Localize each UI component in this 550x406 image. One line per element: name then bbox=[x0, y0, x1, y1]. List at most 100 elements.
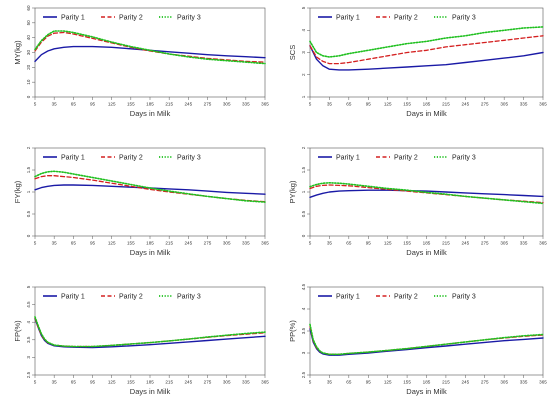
x-tick-label: 155 bbox=[127, 380, 135, 385]
x-tick-label: 5 bbox=[34, 241, 37, 246]
x-tick-label: 65 bbox=[346, 380, 352, 385]
y-tick-label: 40 bbox=[26, 35, 31, 41]
chart-panel: 2.5 3 3.5 4 4.5 5 5 35 65 95 125 155 185 215 245 275 305… bbox=[13, 285, 269, 396]
x-tick-label: 215 bbox=[165, 380, 173, 385]
y-tick-label: 2 bbox=[26, 146, 31, 149]
legend-label: Parity 1 bbox=[61, 294, 85, 301]
x-tick-label: 245 bbox=[461, 241, 469, 246]
x-tick-label: 185 bbox=[423, 380, 431, 385]
legend-label: Parity 3 bbox=[177, 15, 201, 22]
series-line-parity-1 bbox=[34, 184, 266, 195]
x-tick-label: 65 bbox=[346, 241, 352, 246]
y-tick-label: 1.5 bbox=[26, 166, 31, 173]
x-tick-label: 95 bbox=[90, 102, 96, 107]
series-line-parity-3 bbox=[309, 323, 544, 356]
x-tick-label: 215 bbox=[442, 241, 450, 246]
y-tick-label: 2.5 bbox=[301, 371, 306, 378]
x-tick-label: 305 bbox=[500, 380, 508, 385]
x-tick-label: 125 bbox=[384, 380, 392, 385]
y-tick-label: 20 bbox=[26, 64, 31, 70]
x-tick-label: 245 bbox=[461, 380, 469, 385]
series-line-parity-3 bbox=[34, 30, 266, 65]
y-axis-title: MY(kg) bbox=[13, 40, 22, 65]
x-tick-label: 335 bbox=[520, 241, 528, 246]
y-tick-label: 1 bbox=[26, 190, 31, 193]
legend: Parity 1 Parity 2 Parity 3 bbox=[318, 15, 476, 22]
series-line-parity-1 bbox=[309, 328, 544, 356]
x-tick-label: 365 bbox=[261, 102, 269, 107]
x-tick-label: 215 bbox=[442, 380, 450, 385]
x-tick-label: 35 bbox=[52, 102, 58, 107]
x-tick-label: 275 bbox=[204, 380, 212, 385]
series-line-parity-3 bbox=[34, 170, 266, 203]
y-tick-label: 30 bbox=[26, 50, 31, 56]
x-tick-label: 65 bbox=[71, 102, 77, 107]
y-tick-label: 60 bbox=[26, 5, 31, 11]
x-tick-label: 185 bbox=[146, 380, 154, 385]
y-tick-label: 3.5 bbox=[26, 336, 31, 343]
y-tick-label: 5 bbox=[26, 285, 31, 288]
x-tick-label: 65 bbox=[71, 380, 77, 385]
x-tick-label: 185 bbox=[423, 241, 431, 246]
y-tick-label: 0 bbox=[26, 234, 31, 237]
y-tick-label: 3 bbox=[26, 356, 31, 359]
x-tick-label: 125 bbox=[384, 102, 392, 107]
y-tick-label: 0.5 bbox=[26, 210, 31, 217]
y-tick-label: 2.5 bbox=[26, 371, 31, 378]
legend-label: Parity 1 bbox=[336, 294, 360, 301]
x-axis-title: Days in Milk bbox=[406, 387, 447, 396]
y-tick-label: 4 bbox=[26, 320, 31, 323]
y-tick-label: 4 bbox=[301, 29, 306, 32]
x-tick-label: 95 bbox=[366, 380, 372, 385]
legend-label: Parity 2 bbox=[119, 15, 143, 22]
x-tick-label: 35 bbox=[327, 380, 333, 385]
legend-label: Parity 3 bbox=[177, 155, 201, 162]
legend-label: Parity 3 bbox=[452, 15, 476, 22]
legend-label: Parity 2 bbox=[119, 155, 143, 162]
legend-label: Parity 1 bbox=[61, 155, 85, 162]
y-tick-label: 0 bbox=[301, 234, 306, 237]
legend-label: Parity 2 bbox=[119, 294, 143, 301]
y-tick-label: 4 bbox=[301, 307, 306, 310]
series-line-parity-3 bbox=[34, 316, 266, 348]
x-tick-label: 5 bbox=[34, 380, 37, 385]
x-tick-label: 155 bbox=[403, 102, 411, 107]
x-tick-label: 65 bbox=[71, 241, 77, 246]
x-tick-label: 335 bbox=[520, 102, 528, 107]
y-tick-label: 1 bbox=[301, 190, 306, 193]
x-tick-label: 245 bbox=[184, 380, 192, 385]
x-axis-title: Days in Milk bbox=[130, 248, 171, 257]
x-tick-label: 245 bbox=[461, 102, 469, 107]
x-tick-label: 95 bbox=[366, 241, 372, 246]
x-tick-label: 365 bbox=[539, 380, 547, 385]
legend-label: Parity 3 bbox=[452, 155, 476, 162]
x-tick-label: 185 bbox=[423, 102, 431, 107]
x-tick-label: 95 bbox=[366, 102, 372, 107]
y-tick-label: 4.5 bbox=[301, 283, 306, 290]
legend-label: Parity 2 bbox=[394, 155, 418, 162]
y-axis-title: FP(%) bbox=[13, 320, 22, 342]
x-tick-label: 35 bbox=[52, 380, 58, 385]
series-line-parity-3 bbox=[309, 182, 544, 205]
y-tick-label: 0.5 bbox=[301, 210, 306, 217]
chart-panel: 0 0.5 1 1.5 2 5 35 65 95 125 155 185 215 245 275 305 335… bbox=[288, 146, 547, 257]
series-line-parity-2 bbox=[309, 35, 544, 65]
x-tick-label: 275 bbox=[481, 380, 489, 385]
x-tick-label: 365 bbox=[539, 102, 547, 107]
x-tick-label: 95 bbox=[90, 241, 96, 246]
x-tick-label: 305 bbox=[223, 241, 231, 246]
y-tick-label: 10 bbox=[26, 79, 31, 85]
y-tick-label: 5 bbox=[301, 6, 306, 9]
x-tick-label: 215 bbox=[165, 102, 173, 107]
y-tick-label: 2 bbox=[301, 73, 306, 76]
chart-panel: 0 10 20 30 40 50 60 5 35 65 95 125 155 185 215 245 275 30… bbox=[13, 5, 269, 118]
x-tick-label: 35 bbox=[327, 241, 333, 246]
legend-label: Parity 1 bbox=[336, 15, 360, 22]
legend-label: Parity 2 bbox=[394, 15, 418, 22]
y-tick-label: 4.5 bbox=[26, 301, 31, 308]
x-axis-title: Days in Milk bbox=[130, 387, 171, 396]
x-tick-label: 305 bbox=[223, 380, 231, 385]
x-tick-label: 245 bbox=[184, 102, 192, 107]
